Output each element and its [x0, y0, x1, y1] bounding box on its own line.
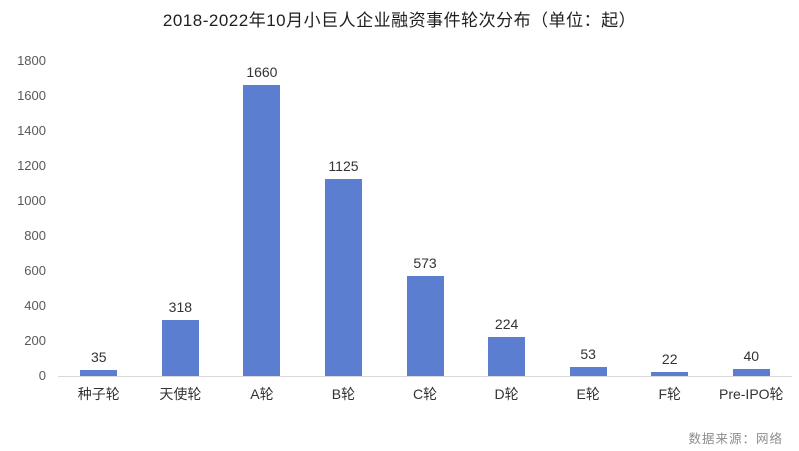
bar-column: 22 — [629, 61, 711, 376]
y-tick-label: 600 — [24, 263, 46, 278]
y-tick-label: 1400 — [17, 123, 46, 138]
bar-column: 224 — [466, 61, 548, 376]
bar-value-label: 224 — [494, 316, 519, 332]
bar — [243, 85, 281, 376]
x-category-label: F轮 — [658, 386, 681, 402]
bar — [488, 337, 526, 376]
bar-column: 53 — [547, 61, 629, 376]
bar-value-label: 1660 — [246, 64, 278, 80]
y-tick-label: 200 — [24, 333, 46, 348]
y-tick-label: 1800 — [17, 53, 46, 68]
y-tick-label: 1000 — [17, 193, 46, 208]
bar — [569, 367, 607, 376]
bar — [732, 369, 770, 376]
bar — [324, 179, 362, 376]
x-category-label: E轮 — [576, 386, 600, 402]
bar-column: 573 — [384, 61, 466, 376]
bar — [406, 276, 444, 376]
bar-column: 1125 — [303, 61, 385, 376]
bar-value-label: 53 — [580, 346, 596, 362]
bar-value-label: 1125 — [328, 158, 359, 174]
bar-column: 1660 — [221, 61, 303, 376]
y-tick-label: 400 — [24, 298, 46, 313]
bar-value-label: 40 — [743, 348, 760, 364]
bar-column: 35 — [58, 61, 140, 376]
y-tick-label: 0 — [38, 368, 46, 383]
bar — [161, 320, 199, 376]
x-axis-labels: 种子轮 天使轮 A轮 B轮 C轮 D轮 E轮 F轮 Pre-IPO轮 — [58, 384, 792, 404]
bar-value-label: 573 — [413, 255, 437, 271]
source-note: 数据来源：网络 — [688, 432, 783, 446]
x-category-label: A轮 — [250, 386, 274, 402]
bar-value-label: 22 — [661, 351, 678, 367]
bar-value-label: 35 — [90, 349, 107, 365]
bar — [80, 370, 118, 376]
x-category-label: 种子轮 — [77, 386, 120, 402]
plot-area: 35 318 1660 1125 573 224 53 22 40 — [58, 61, 792, 377]
x-category-label: C轮 — [412, 386, 438, 402]
x-category-label: 天使轮 — [159, 386, 202, 402]
bar-column: 318 — [140, 61, 222, 376]
bar-column: 40 — [711, 61, 793, 376]
x-category-label: B轮 — [331, 386, 356, 402]
x-category-label: D轮 — [494, 386, 519, 402]
chart-title: 2018-2022年10月小巨人企业融资事件轮次分布（单位：起） — [162, 11, 637, 30]
bar — [651, 372, 689, 376]
x-category-label: Pre-IPO轮 — [718, 386, 784, 402]
y-tick-label: 1200 — [17, 158, 46, 173]
y-tick-label: 800 — [24, 228, 46, 243]
y-axis: 1800 1600 1400 1200 1000 800 600 400 200 0 — [0, 0, 50, 451]
bar-value-label: 318 — [168, 299, 193, 315]
y-tick-label: 1600 — [17, 88, 46, 103]
